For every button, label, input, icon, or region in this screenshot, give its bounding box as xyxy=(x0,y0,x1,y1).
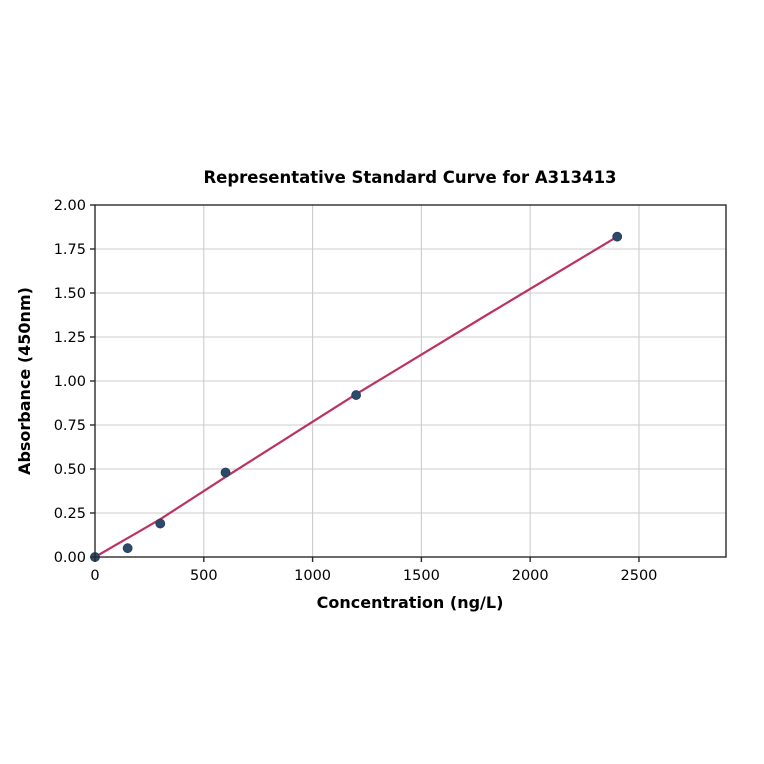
tick-marks xyxy=(90,204,640,562)
data-point xyxy=(155,518,166,529)
y-tick-label: 0.75 xyxy=(54,418,86,434)
x-tick-label: 2500 xyxy=(621,568,658,584)
y-tick-label: 1.75 xyxy=(54,242,86,258)
y-tick-label: 2.00 xyxy=(54,198,86,214)
data-points xyxy=(90,231,623,562)
y-tick-label: 0.00 xyxy=(54,550,86,566)
data-point xyxy=(351,390,362,400)
x-tick-label: 500 xyxy=(190,568,218,584)
y-tick-label: 1.25 xyxy=(54,330,86,346)
y-axis-label: Absorbance (450nm) xyxy=(15,287,34,475)
y-tick-label: 0.25 xyxy=(54,506,86,522)
x-tick-label: 1000 xyxy=(294,568,331,584)
y-tick-label: 1.00 xyxy=(54,374,86,390)
gridlines xyxy=(95,205,726,557)
x-tick-label: 0 xyxy=(90,568,99,584)
x-axis-label: Concentration (ng/L) xyxy=(317,593,504,612)
fit-line xyxy=(93,235,619,559)
chart-title: Representative Standard Curve for A31341… xyxy=(203,168,616,187)
data-point xyxy=(122,543,133,554)
x-tick-labels: 0 500 1000 1500 2000 2500 xyxy=(90,568,657,584)
data-point xyxy=(612,231,623,242)
y-tick-labels: 0.00 0.25 0.50 0.75 1.00 1.25 1.50 1.75 2.00 xyxy=(54,198,86,566)
x-tick-label: 2000 xyxy=(512,568,549,584)
x-tick-label: 1500 xyxy=(403,568,440,584)
y-tick-label: 1.50 xyxy=(54,286,86,302)
y-tick-label: 0.50 xyxy=(54,462,86,478)
data-point xyxy=(220,467,231,478)
regression-line xyxy=(93,235,619,559)
